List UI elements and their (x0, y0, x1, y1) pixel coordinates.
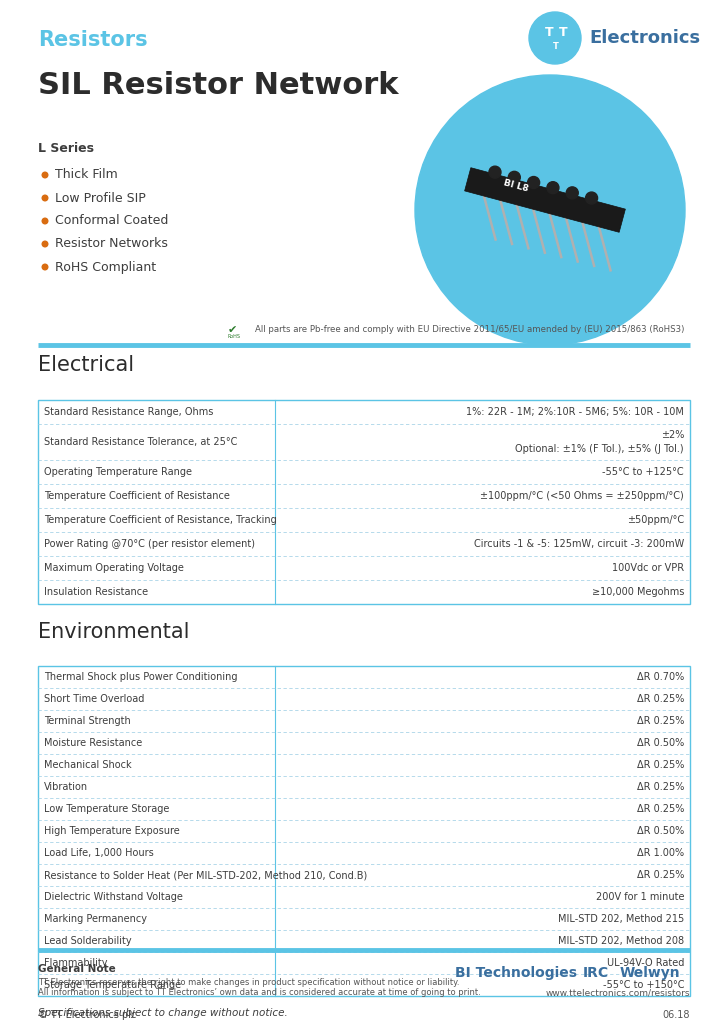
Text: RoHS: RoHS (228, 334, 241, 339)
Bar (38, 666, 690, 996)
Circle shape (42, 172, 48, 178)
Text: ✔: ✔ (228, 325, 237, 335)
Circle shape (528, 176, 539, 188)
Text: ±50ppm/°C: ±50ppm/°C (627, 515, 684, 525)
Text: ΔR 1.00%: ΔR 1.00% (637, 848, 684, 858)
Text: ±2%: ±2% (660, 429, 684, 439)
Circle shape (415, 75, 685, 345)
Text: Standard Resistance Range, Ohms: Standard Resistance Range, Ohms (44, 407, 213, 417)
Text: T: T (553, 42, 559, 50)
Text: BI L8: BI L8 (502, 178, 529, 194)
Text: High Temperature Exposure: High Temperature Exposure (44, 826, 180, 836)
Text: ΔR 0.25%: ΔR 0.25% (637, 804, 684, 814)
Text: Lead Solderability: Lead Solderability (44, 936, 132, 946)
Text: Low Temperature Storage: Low Temperature Storage (44, 804, 170, 814)
Circle shape (586, 193, 597, 204)
Text: ΔR 0.50%: ΔR 0.50% (637, 826, 684, 836)
Text: Terminal Strength: Terminal Strength (44, 716, 130, 726)
Text: ≥10,000 Megohms: ≥10,000 Megohms (592, 587, 684, 597)
Circle shape (489, 166, 501, 178)
Text: T: T (559, 26, 567, 39)
Text: Maximum Operating Voltage: Maximum Operating Voltage (44, 563, 184, 573)
Text: Marking Permanency: Marking Permanency (44, 914, 147, 924)
Text: Thick Film: Thick Film (55, 169, 117, 181)
Text: T: T (544, 26, 553, 39)
Polygon shape (465, 168, 626, 232)
Text: Storage Temperature Range: Storage Temperature Range (44, 980, 181, 990)
Text: ΔR 0.25%: ΔR 0.25% (637, 716, 684, 726)
Text: L Series: L Series (38, 141, 94, 155)
Text: © TT Electronics plc: © TT Electronics plc (38, 1010, 136, 1020)
Text: Environmental: Environmental (38, 622, 189, 642)
Circle shape (529, 12, 581, 63)
Text: Electrical: Electrical (38, 355, 134, 375)
Text: 1%: 22R - 1M; 2%:10R - 5M6; 5%: 10R - 10M: 1%: 22R - 1M; 2%:10R - 5M6; 5%: 10R - 10… (466, 407, 684, 417)
Text: ΔR 0.25%: ΔR 0.25% (637, 870, 684, 880)
Text: Resistors: Resistors (38, 30, 148, 50)
Text: Short Time Overload: Short Time Overload (44, 694, 144, 705)
Text: All parts are Pb-free and comply with EU Directive 2011/65/EU amended by (EU) 20: All parts are Pb-free and comply with EU… (255, 326, 684, 335)
Text: MIL-STD 202, Method 208: MIL-STD 202, Method 208 (558, 936, 684, 946)
Text: 200V for 1 minute: 200V for 1 minute (595, 892, 684, 902)
Circle shape (42, 196, 48, 201)
Text: Standard Resistance Tolerance, at 25°C: Standard Resistance Tolerance, at 25°C (44, 437, 237, 447)
Text: Dielectric Withstand Voltage: Dielectric Withstand Voltage (44, 892, 183, 902)
Text: Specifications subject to change without notice.: Specifications subject to change without… (38, 1008, 288, 1018)
Text: Thermal Shock plus Power Conditioning: Thermal Shock plus Power Conditioning (44, 672, 238, 682)
Text: ΔR 0.25%: ΔR 0.25% (637, 760, 684, 770)
Text: SIL Resistor Network: SIL Resistor Network (38, 71, 399, 99)
Text: IRC: IRC (583, 966, 609, 980)
Text: All information is subject to TT Electronics’ own data and is considered accurat: All information is subject to TT Electro… (38, 988, 481, 997)
Text: Flammability: Flammability (44, 958, 107, 968)
Text: UL-94V-O Rated: UL-94V-O Rated (607, 958, 684, 968)
Text: Operating Temperature Range: Operating Temperature Range (44, 467, 192, 477)
Text: Load Life, 1,000 Hours: Load Life, 1,000 Hours (44, 848, 154, 858)
Circle shape (547, 181, 559, 194)
Text: Optional: ±1% (F Tol.), ±5% (J Tol.): Optional: ±1% (F Tol.), ±5% (J Tol.) (515, 444, 684, 455)
Text: ΔR 0.25%: ΔR 0.25% (637, 694, 684, 705)
Circle shape (508, 171, 521, 183)
Text: Conformal Coated: Conformal Coated (55, 214, 168, 227)
Text: TT Electronics reserves the right to make changes in product specification witho: TT Electronics reserves the right to mak… (38, 978, 460, 987)
Circle shape (566, 186, 579, 199)
Text: ΔR 0.25%: ΔR 0.25% (637, 782, 684, 792)
Circle shape (42, 218, 48, 224)
Text: -55°C to +150°C: -55°C to +150°C (602, 980, 684, 990)
Text: Moisture Resistance: Moisture Resistance (44, 738, 142, 748)
Bar (38, 400, 690, 604)
Text: Resistance to Solder Heat (Per MIL-STD-202, Method 210, Cond.B): Resistance to Solder Heat (Per MIL-STD-2… (44, 870, 368, 880)
Circle shape (42, 264, 48, 269)
Text: Vibration: Vibration (44, 782, 88, 792)
Text: Temperature Coefficient of Resistance: Temperature Coefficient of Resistance (44, 490, 230, 501)
Text: Electronics: Electronics (589, 29, 700, 47)
Text: Circuits -1 & -5: 125mW, circuit -3: 200mW: Circuits -1 & -5: 125mW, circuit -3: 200… (473, 539, 684, 549)
Text: Resistor Networks: Resistor Networks (55, 238, 168, 251)
Text: ±100ppm/°C (<50 Ohms = ±250ppm/°C): ±100ppm/°C (<50 Ohms = ±250ppm/°C) (480, 490, 684, 501)
Text: Welwyn: Welwyn (620, 966, 681, 980)
Text: Mechanical Shock: Mechanical Shock (44, 760, 132, 770)
Text: BI Technologies: BI Technologies (455, 966, 577, 980)
Text: RoHS Compliant: RoHS Compliant (55, 260, 156, 273)
Text: www.ttelectronics.com/resistors: www.ttelectronics.com/resistors (545, 988, 690, 997)
Text: ΔR 0.50%: ΔR 0.50% (637, 738, 684, 748)
Text: Power Rating @70°C (per resistor element): Power Rating @70°C (per resistor element… (44, 539, 255, 549)
Text: Insulation Resistance: Insulation Resistance (44, 587, 148, 597)
Text: MIL-STD 202, Method 215: MIL-STD 202, Method 215 (558, 914, 684, 924)
Text: General Note: General Note (38, 964, 116, 974)
Text: -55°C to +125°C: -55°C to +125°C (602, 467, 684, 477)
Text: 06.18: 06.18 (663, 1010, 690, 1020)
Text: Low Profile SIP: Low Profile SIP (55, 191, 146, 205)
Text: ΔR 0.70%: ΔR 0.70% (637, 672, 684, 682)
Circle shape (42, 242, 48, 247)
Text: Temperature Coefficient of Resistance, Tracking: Temperature Coefficient of Resistance, T… (44, 515, 277, 525)
Text: 100Vdc or VPR: 100Vdc or VPR (612, 563, 684, 573)
